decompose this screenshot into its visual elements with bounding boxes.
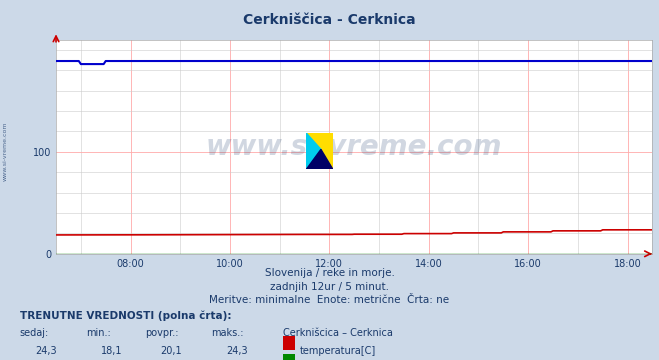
Text: www.si-vreme.com: www.si-vreme.com [206, 133, 502, 161]
Text: Cerknišcica – Cerknica: Cerknišcica – Cerknica [283, 328, 393, 338]
Text: 24,3: 24,3 [227, 346, 248, 356]
Text: min.:: min.: [86, 328, 111, 338]
Text: povpr.:: povpr.: [145, 328, 179, 338]
Text: 18,1: 18,1 [101, 346, 123, 356]
Text: 24,3: 24,3 [36, 346, 57, 356]
Text: Meritve: minimalne  Enote: metrične  Črta: ne: Meritve: minimalne Enote: metrične Črta:… [210, 295, 449, 305]
Polygon shape [306, 133, 321, 169]
Polygon shape [306, 149, 333, 169]
Text: 20,1: 20,1 [161, 346, 182, 356]
Text: www.si-vreme.com: www.si-vreme.com [3, 121, 8, 181]
Text: zadnjih 12ur / 5 minut.: zadnjih 12ur / 5 minut. [270, 282, 389, 292]
Text: temperatura[C]: temperatura[C] [300, 346, 376, 356]
Text: Cerkniščica - Cerknica: Cerkniščica - Cerknica [243, 13, 416, 27]
Text: TRENUTNE VREDNOSTI (polna črta):: TRENUTNE VREDNOSTI (polna črta): [20, 310, 231, 321]
Polygon shape [306, 133, 333, 169]
Text: maks.:: maks.: [211, 328, 243, 338]
Text: sedaj:: sedaj: [20, 328, 49, 338]
Text: Slovenija / reke in morje.: Slovenija / reke in morje. [264, 268, 395, 278]
